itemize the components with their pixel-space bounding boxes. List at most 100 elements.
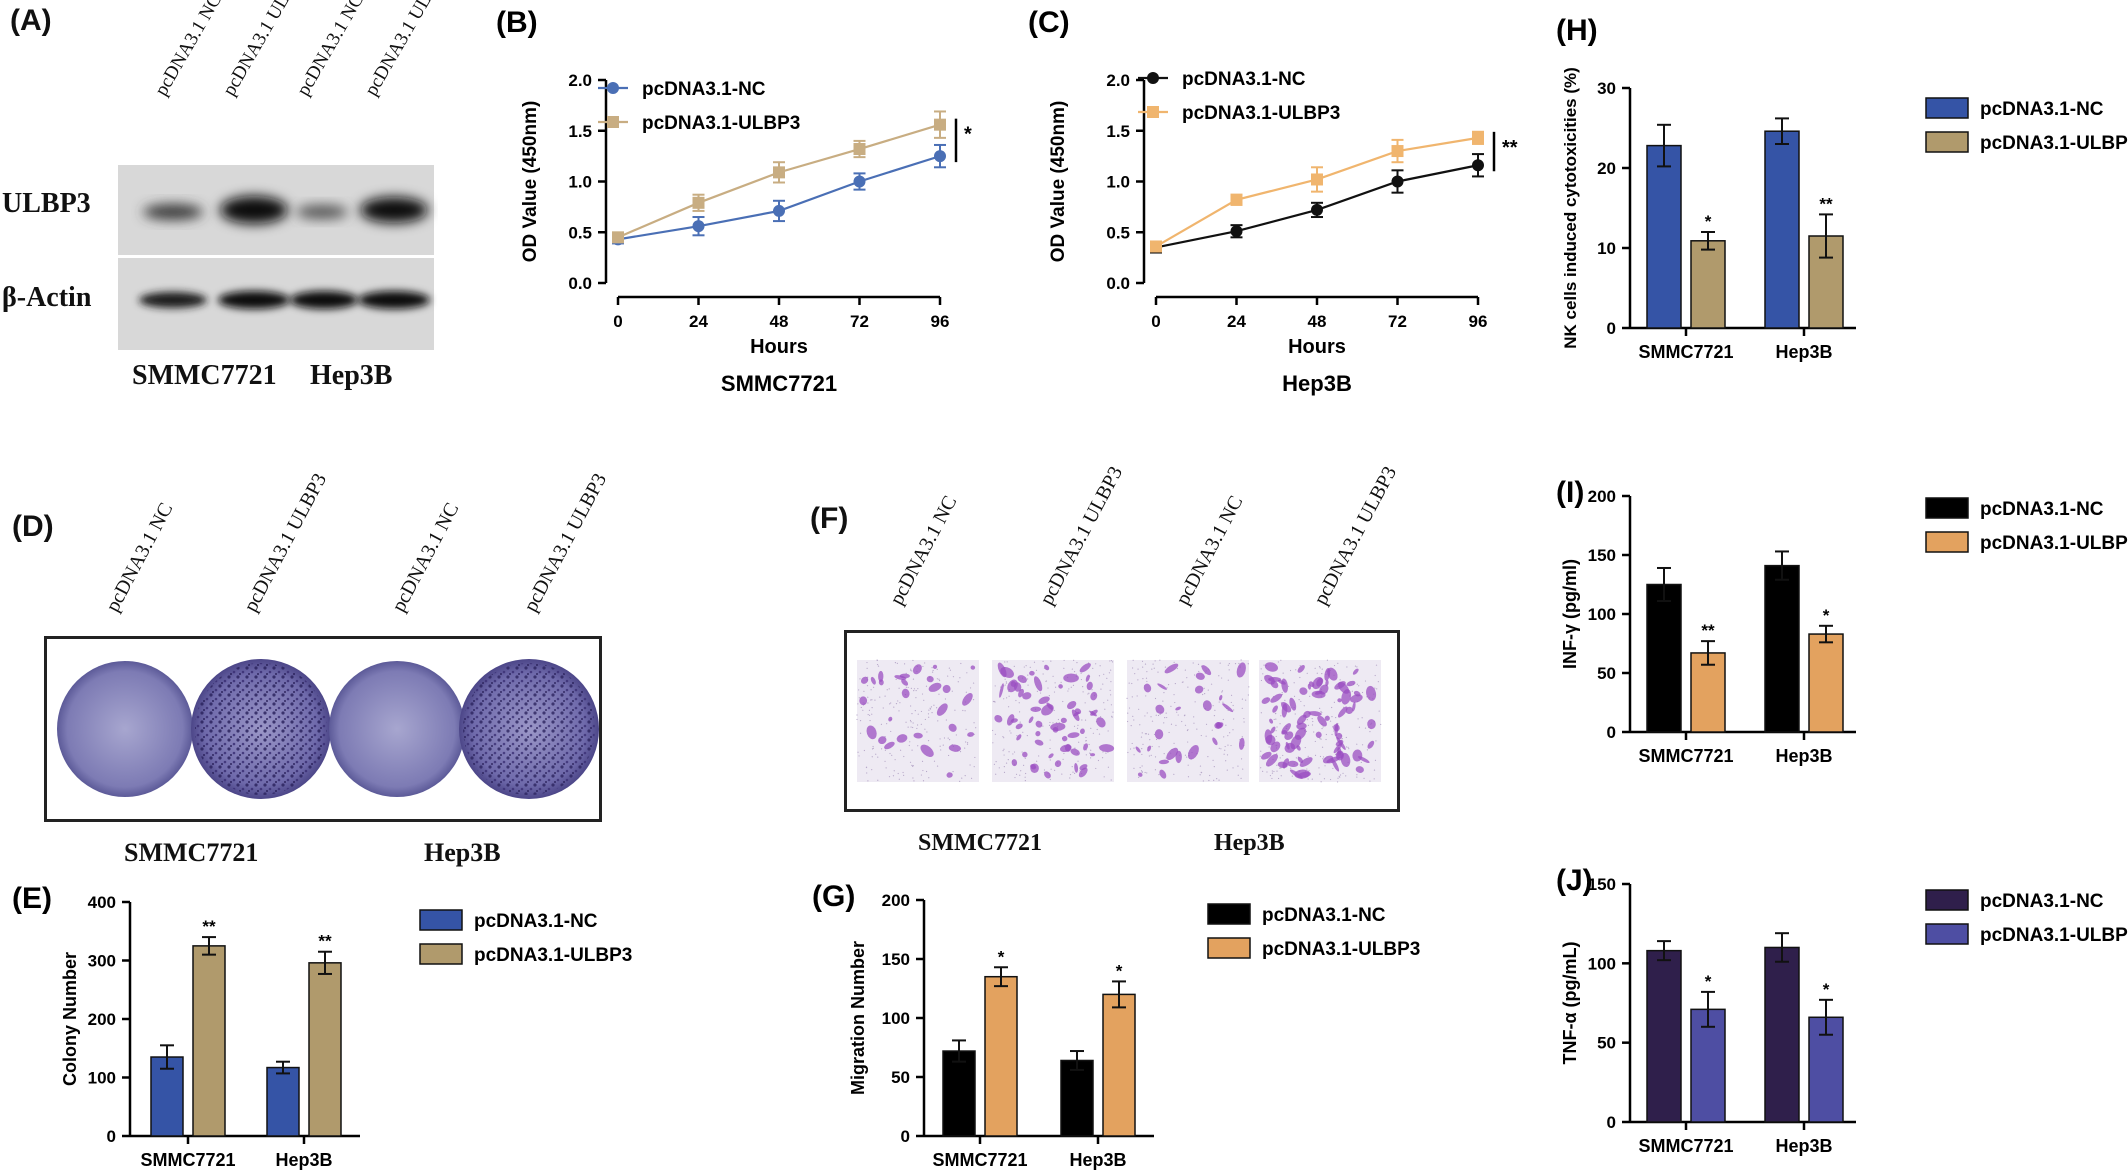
migrated-cell bbox=[1030, 706, 1042, 712]
migrated-cell bbox=[1261, 751, 1272, 760]
legend-marker bbox=[607, 116, 619, 128]
blot-cell-label: Hep3B bbox=[310, 360, 393, 391]
blot-lane-label: pcDNA3.1 ULBP3 bbox=[360, 0, 452, 100]
migrated-cell bbox=[1352, 701, 1356, 712]
migrated-cell bbox=[932, 664, 938, 669]
migrated-cell bbox=[1029, 670, 1035, 676]
migrated-cell bbox=[1030, 763, 1039, 774]
migrated-cell bbox=[901, 679, 909, 686]
data-point bbox=[612, 231, 624, 244]
migration-cell-label: SMMC7721 bbox=[918, 830, 1042, 856]
y-tick-label: 0.5 bbox=[1106, 223, 1130, 242]
migrated-cell bbox=[1341, 689, 1352, 705]
migrated-cell bbox=[894, 675, 907, 680]
migrated-cell bbox=[1058, 684, 1063, 689]
panel-label: (E) bbox=[12, 882, 52, 915]
legend-label: pcDNA3.1-ULBP3 bbox=[1262, 939, 1420, 960]
migrated-cell bbox=[1281, 702, 1292, 713]
migrated-cell bbox=[1325, 679, 1329, 687]
colony-plate-smmc-nc bbox=[57, 661, 193, 797]
x-tick-label: 72 bbox=[1388, 312, 1407, 331]
legend-label: pcDNA3.1-NC bbox=[1182, 69, 1306, 90]
y-tick-label: 150 bbox=[1588, 875, 1616, 894]
legend-swatch bbox=[1925, 131, 1969, 153]
bar bbox=[1764, 130, 1800, 329]
data-point bbox=[1472, 131, 1484, 144]
migration-cell-label: Hep3B bbox=[1214, 830, 1285, 856]
legend-label: pcDNA3.1-NC bbox=[642, 79, 766, 100]
legend-swatch bbox=[1925, 97, 1969, 119]
migrated-cell bbox=[1074, 708, 1082, 715]
migrated-cell bbox=[912, 664, 922, 675]
bar bbox=[1102, 993, 1136, 1137]
migrated-cell bbox=[1366, 685, 1377, 701]
panel-label: (H) bbox=[1556, 14, 1598, 47]
y-tick-label: 100 bbox=[1588, 605, 1616, 624]
migrated-cell bbox=[1158, 759, 1170, 765]
data-point bbox=[1391, 175, 1404, 188]
migrated-cell bbox=[1335, 740, 1344, 747]
migrated-cell bbox=[1016, 734, 1022, 741]
bar bbox=[1646, 949, 1682, 1123]
data-point bbox=[1472, 159, 1484, 172]
y-tick-label: 100 bbox=[882, 1009, 910, 1028]
migrated-cell bbox=[859, 696, 868, 706]
migrated-cell bbox=[1079, 728, 1085, 735]
y-tick-label: 0.0 bbox=[568, 274, 592, 293]
migrated-cell bbox=[1303, 710, 1311, 719]
x-tick-label: 96 bbox=[1469, 312, 1488, 331]
migrated-cell bbox=[1035, 730, 1041, 737]
significance-mark: * bbox=[1823, 606, 1830, 625]
y-tick-label: 50 bbox=[1597, 664, 1616, 683]
migrated-cell bbox=[1289, 697, 1297, 711]
data-point bbox=[773, 166, 785, 179]
x-axis-label: Hours bbox=[750, 336, 808, 358]
y-tick-label: 150 bbox=[1588, 546, 1616, 565]
migrated-cell bbox=[1010, 681, 1017, 687]
blot-band bbox=[358, 291, 430, 309]
y-tick-label: 30 bbox=[1597, 79, 1616, 98]
migrated-cell bbox=[860, 676, 869, 684]
y-axis-label: NK cells induced cytotoxicities (%) bbox=[1561, 67, 1580, 349]
migrated-cell bbox=[1006, 714, 1015, 726]
panel-f-label: (F) bbox=[810, 502, 849, 535]
migrated-cell bbox=[1297, 756, 1304, 764]
migrated-cell bbox=[1044, 664, 1050, 671]
x-tick-label: 48 bbox=[770, 312, 789, 331]
data-point bbox=[853, 175, 866, 188]
legend-marker bbox=[1147, 106, 1159, 118]
bar bbox=[308, 962, 342, 1137]
blot-band bbox=[139, 292, 207, 308]
panel-label: (C) bbox=[1028, 6, 1070, 39]
blot-lane-label: pcDNA3.1 NC bbox=[150, 0, 227, 100]
chart-j-tnf-alpha: (J) 0 50 100 150 TNF-α (pg/mL) SMMC7721 * Hep3B *… bbox=[1556, 864, 2128, 1156]
colony-cell-label: SMMC7721 bbox=[124, 838, 259, 867]
y-tick-label: 2.0 bbox=[568, 71, 592, 90]
legend-label: pcDNA3.1-NC bbox=[1980, 499, 2104, 520]
migrated-cell bbox=[1281, 678, 1288, 693]
migrated-cell bbox=[1307, 683, 1311, 690]
migrated-cell bbox=[1272, 705, 1278, 713]
legend-swatch bbox=[1925, 889, 1969, 911]
y-axis-label: Migration Number bbox=[848, 941, 868, 1095]
x-tick-label: Hep3B bbox=[1069, 1150, 1126, 1170]
migrated-cell bbox=[1270, 693, 1283, 703]
migrated-cell bbox=[1086, 681, 1093, 691]
migrated-cell bbox=[970, 665, 976, 670]
colony-lane-label: pcDNA3.1 NC bbox=[387, 499, 464, 616]
migrated-cell bbox=[888, 716, 893, 722]
y-tick-label: 0 bbox=[107, 1127, 116, 1146]
blot-row-label-ulbp3: ULBP3 bbox=[2, 188, 91, 219]
y-tick-label: 0.0 bbox=[1106, 274, 1130, 293]
migrated-cell bbox=[1264, 729, 1273, 744]
migrated-cell bbox=[1337, 706, 1348, 718]
migrated-cell bbox=[928, 682, 942, 692]
migrated-cell bbox=[1154, 729, 1164, 740]
x-tick-label: SMMC7721 bbox=[932, 1150, 1027, 1170]
migrated-cell bbox=[1289, 769, 1303, 779]
migrated-cell bbox=[1166, 747, 1179, 761]
migrated-cell bbox=[878, 736, 887, 745]
bar bbox=[1646, 144, 1682, 329]
x-tick-label: 0 bbox=[1151, 312, 1160, 331]
blot-band bbox=[296, 205, 348, 219]
